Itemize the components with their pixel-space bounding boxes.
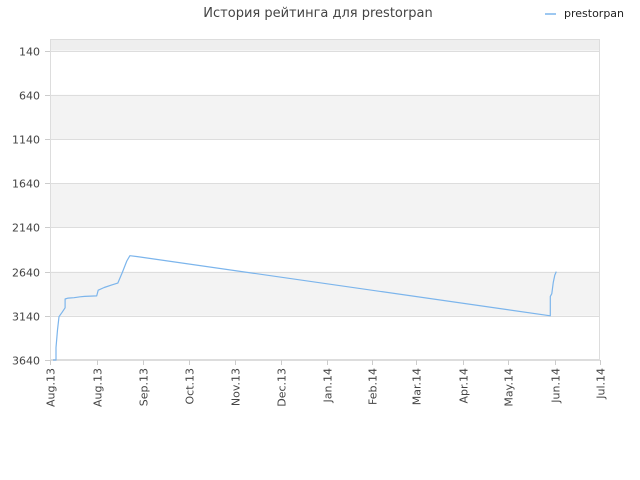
y-axis: 140 640 1140 1640 2140 2640 3140 3640 [12,46,50,368]
plot-band [50,94,600,140]
plot-band [50,271,600,316]
series-layer [53,255,557,361]
x-tick-label: Jan.14 [322,368,335,403]
legend-label: prestorpan [564,7,624,20]
plot-frame [50,39,600,360]
plot-bands [50,40,600,316]
x-tick-label: Jul.14 [595,368,608,400]
x-tick-label: Feb.14 [367,368,380,405]
x-tick-label: Sep.13 [138,368,151,406]
x-tick-label: Dec.13 [276,368,289,407]
x-tick-label: Mar.14 [411,368,424,405]
x-tick-label: May.14 [503,368,516,407]
y-tick-label: 640 [19,90,40,103]
gridlines [50,51,600,361]
legend[interactable]: prestorpan [545,7,624,20]
y-tick-label: 1640 [12,178,40,191]
x-tick-label: Aug.13 [45,368,58,407]
series-line-prestorpan [53,255,557,361]
y-tick-label: 3640 [12,355,40,368]
x-tick-label: Aug.13 [92,368,105,407]
plot-band [50,183,600,228]
y-tick-label: 2640 [12,267,40,280]
y-tick-label: 3140 [12,311,40,324]
chart-title: История рейтинга для prestorpan [203,6,432,21]
y-tick-label: 2140 [12,222,40,235]
x-tick-label: Apr.14 [458,368,471,404]
x-tick-label: Nov.13 [230,368,243,406]
plot-band [50,40,600,51]
x-tick-label: Jun.14 [550,368,563,404]
x-axis: Aug.13 Aug.13 Sep.13 Oct.13 Nov.13 Dec.13 Jan.… [45,360,608,407]
y-tick-label: 1140 [12,134,40,147]
x-tick-label: Oct.13 [184,368,197,405]
y-tick-label: 140 [19,46,40,59]
